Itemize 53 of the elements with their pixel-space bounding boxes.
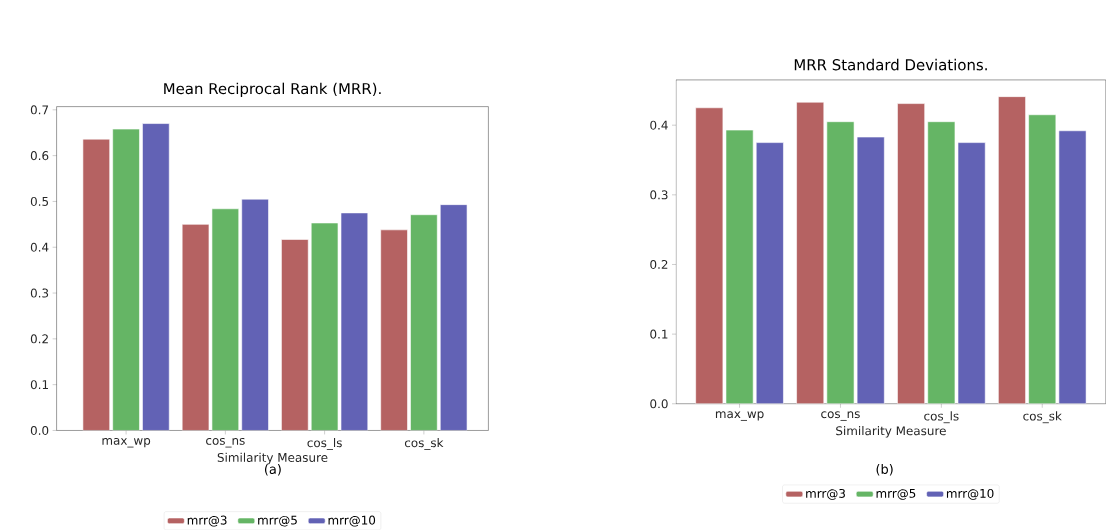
y-tick-label: 0.5 (30, 196, 49, 206)
y-tick-label: 0.4 (30, 242, 49, 252)
bar (755, 142, 784, 404)
y-tick-label: 0.0 (650, 399, 668, 409)
x-axis-title: Similarity Measure (836, 425, 946, 438)
bar (897, 103, 925, 404)
y-tick-label: 0.1 (30, 380, 48, 390)
chart-title: Mean Reciprocal Rank (MRR). (164, 82, 381, 98)
text: (b) (876, 463, 893, 476)
y-tick-label: 0.6 (30, 151, 49, 161)
bar (725, 129, 754, 404)
y-tick-label: 0.7 (30, 105, 49, 115)
y-tick-label: 0.3 (30, 288, 49, 298)
bar (82, 138, 110, 431)
text: (a) (264, 463, 281, 476)
x-tick-label: cos_sk (404, 437, 444, 450)
bar (310, 222, 339, 431)
x-tick-label: max_wp (715, 411, 764, 421)
x-tick-label: cos_ls (307, 437, 342, 450)
bar (380, 229, 408, 431)
bar (181, 223, 210, 431)
x-tick-label: cos_sk (1023, 411, 1062, 424)
y-tick-label: 0.3 (650, 190, 668, 200)
bar (112, 128, 140, 431)
bar (211, 208, 240, 431)
x-tick-label: cos_ls (924, 411, 959, 424)
y-tick-label: 0.0 (30, 425, 49, 435)
x-axis-title: Similarity Measure (217, 452, 328, 465)
legend-label: mrr@5 (876, 488, 916, 500)
bar (796, 101, 825, 404)
bar (1058, 130, 1087, 404)
x-tick-label: max_wp (102, 437, 151, 448)
bar (927, 121, 956, 404)
bar (281, 239, 309, 431)
bar (142, 123, 170, 431)
x-tick-label: cos_ns (821, 411, 860, 421)
legend-label: mrr@10 (946, 488, 994, 500)
bar (998, 96, 1026, 404)
x-tick-label: cos_ns (206, 437, 245, 448)
y-tick-label: 0.2 (650, 259, 668, 269)
legend-label: mrr@3 (187, 515, 227, 527)
legend-label: mrr@5 (258, 515, 297, 527)
bar (410, 214, 438, 431)
bar (1028, 114, 1057, 404)
y-tick-label: 0.2 (30, 334, 48, 344)
legend-label: mrr@10 (328, 515, 376, 527)
bar (439, 204, 468, 431)
bar (241, 198, 269, 431)
legend-label: mrr@3 (806, 488, 845, 500)
y-tick-label: 0.1 (650, 329, 668, 339)
bar (826, 121, 855, 404)
y-tick-label: 0.4 (650, 120, 668, 130)
chart-title: MRR Standard Deviations. (794, 58, 987, 71)
